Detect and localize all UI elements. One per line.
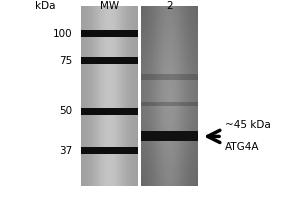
Text: 37: 37 xyxy=(59,146,72,156)
Bar xyxy=(141,102,198,106)
Text: 75: 75 xyxy=(59,56,72,66)
Text: 2: 2 xyxy=(166,1,173,11)
Text: ATG4A: ATG4A xyxy=(225,142,260,152)
Bar xyxy=(81,30,138,37)
Bar xyxy=(141,131,198,141)
Bar xyxy=(81,147,138,154)
Text: ~45 kDa: ~45 kDa xyxy=(225,120,271,130)
Text: kDa: kDa xyxy=(35,1,55,11)
Text: MW: MW xyxy=(100,1,119,11)
Bar xyxy=(81,108,138,115)
Bar xyxy=(81,57,138,64)
Bar xyxy=(141,74,198,80)
Text: 50: 50 xyxy=(59,106,72,116)
Text: 100: 100 xyxy=(52,29,72,39)
